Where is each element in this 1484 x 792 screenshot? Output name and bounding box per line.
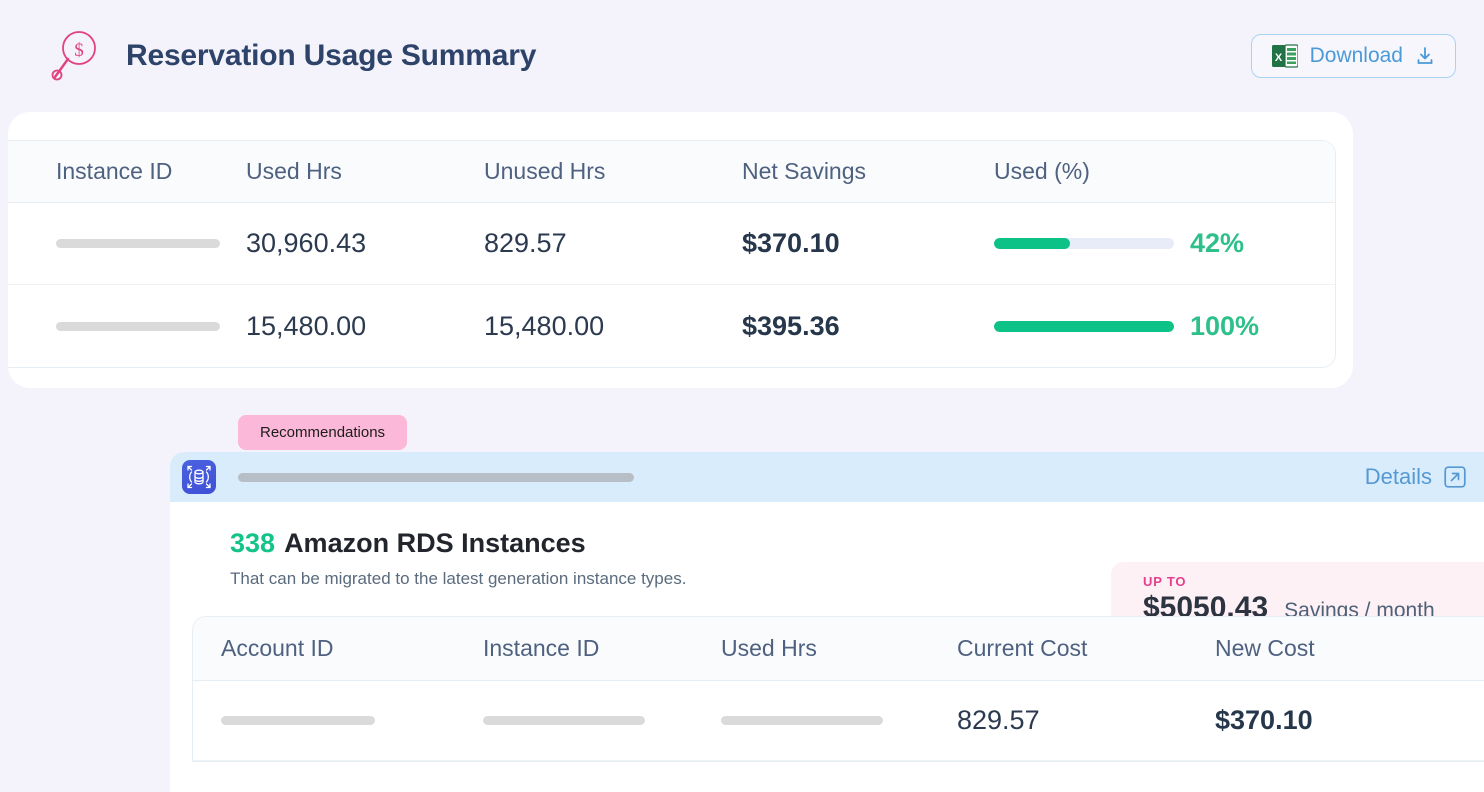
- redacted-value-bar: [56, 239, 220, 248]
- column-header-account-id: Account ID: [221, 635, 334, 661]
- redacted-value-bar: [221, 716, 375, 725]
- column-header-instance-id: Instance ID: [56, 158, 173, 184]
- cell-used-percent: 100%: [994, 311, 1335, 342]
- recommendation-count: 338: [230, 528, 276, 558]
- reservation-summary-card: Instance ID Used Hrs Unused Hrs Net Savi…: [8, 112, 1353, 388]
- redacted-value-bar: [721, 716, 883, 725]
- recommendation-detail-table: Account ID Instance ID Used Hrs Current …: [192, 616, 1484, 762]
- recommendation-panel-header: Details: [170, 452, 1484, 502]
- page-title: Reservation Usage Summary: [126, 39, 537, 72]
- cell-current-cost: 829.57: [957, 705, 1040, 735]
- excel-file-icon: X: [1271, 43, 1299, 69]
- column-header-new-cost: New Cost: [1215, 635, 1315, 661]
- recommendation-subtitle: That can be migrated to the latest gener…: [230, 569, 687, 588]
- column-header-instance-id: Instance ID: [483, 635, 600, 661]
- column-header-unused-hrs: Unused Hrs: [484, 158, 606, 184]
- column-header-current-cost: Current Cost: [957, 635, 1088, 661]
- cell-used-hrs: 15,480.00: [246, 310, 367, 341]
- column-header-used-hrs: Used Hrs: [246, 158, 342, 184]
- details-label: Details: [1364, 464, 1432, 489]
- cell-new-cost: $370.10: [1215, 705, 1313, 735]
- table-row[interactable]: 829.57 $370.10: [193, 681, 1484, 761]
- rds-database-icon: [182, 460, 216, 494]
- cell-used-hrs: [721, 716, 957, 725]
- header-left-group: $ Reservation Usage Summary: [48, 28, 1251, 84]
- cell-net-savings: $395.36: [742, 310, 840, 341]
- detail-table-header-row: Account ID Instance ID Used Hrs Current …: [193, 617, 1484, 681]
- cell-instance-id: [8, 321, 246, 331]
- cell-instance-id: [483, 716, 721, 725]
- redacted-value-bar: [56, 321, 220, 331]
- details-link[interactable]: Details: [1365, 464, 1466, 490]
- download-label: Download: [1309, 44, 1403, 67]
- cell-net-savings: $370.10: [742, 228, 840, 258]
- column-header-net-savings: Net Savings: [742, 158, 867, 184]
- cell-unused-hrs: 829.57: [484, 228, 567, 258]
- cell-used-hrs: 30,960.43: [246, 228, 367, 258]
- cell-account-id: [193, 716, 483, 725]
- recommendation-summary: 338 Amazon RDS Instances That can be mig…: [170, 502, 1484, 648]
- recommendations-badge: Recommendations: [238, 415, 408, 450]
- magnifier-dollar-icon: $: [48, 28, 102, 84]
- recommendation-headline: 338 Amazon RDS Instances: [230, 528, 1484, 559]
- savings-up-to-label: UP TO: [1143, 574, 1187, 589]
- usage-percent-label: 100%: [1190, 310, 1260, 341]
- reservation-summary-table: Instance ID Used Hrs Unused Hrs Net Savi…: [8, 140, 1336, 368]
- summary-table-header-row: Instance ID Used Hrs Unused Hrs Net Savi…: [8, 141, 1335, 203]
- usage-progress-track: [994, 238, 1174, 249]
- column-header-used-hrs: Used Hrs: [721, 635, 817, 661]
- download-button[interactable]: X Download: [1250, 34, 1456, 78]
- usage-progress-fill: [994, 238, 1070, 249]
- cell-unused-hrs: 15,480.00: [484, 310, 605, 341]
- table-row[interactable]: 15,480.00 15,480.00 $395.36 100%: [8, 285, 1335, 367]
- column-header-used-percent: Used (%): [994, 158, 1090, 184]
- cell-instance-id: [8, 239, 246, 248]
- cell-used-percent: 42%: [994, 228, 1335, 259]
- redacted-value-bar: [483, 716, 645, 725]
- download-arrow-icon: [1415, 46, 1435, 66]
- page-header: $ Reservation Usage Summary X Download: [0, 0, 1484, 112]
- usage-progress-fill: [994, 320, 1174, 332]
- svg-text:$: $: [74, 40, 84, 61]
- usage-percent-label: 42%: [1190, 228, 1245, 258]
- external-link-icon: [1444, 466, 1466, 488]
- usage-progress-track: [994, 320, 1174, 332]
- redacted-title-bar: [238, 472, 634, 482]
- recommendation-title: Amazon RDS Instances: [284, 528, 586, 558]
- svg-text:X: X: [1274, 52, 1282, 64]
- table-row[interactable]: 30,960.43 829.57 $370.10 42%: [8, 203, 1335, 285]
